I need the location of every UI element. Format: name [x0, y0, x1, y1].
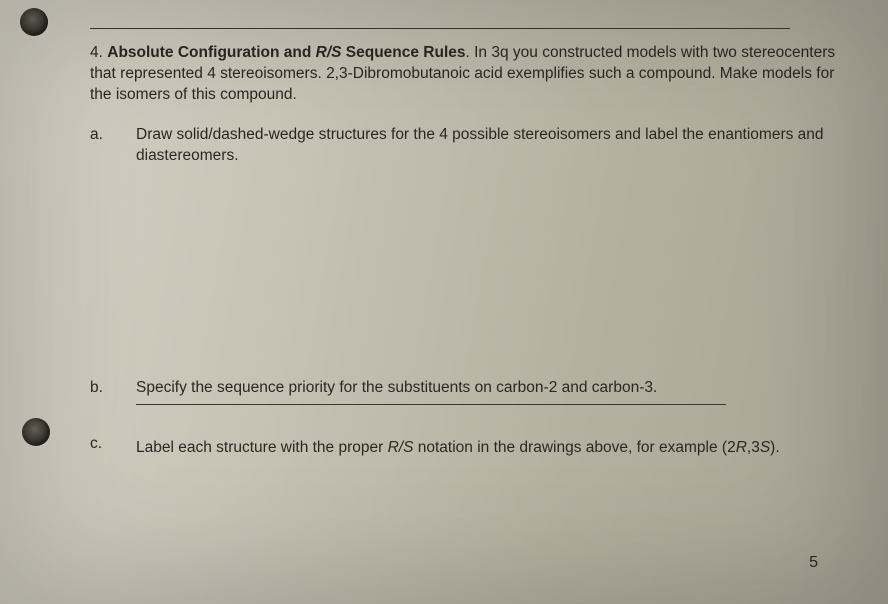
page-number: 5	[809, 554, 818, 572]
part-text: Label each structure with the proper R/S…	[136, 433, 838, 462]
part-c-comma: ,3	[747, 439, 760, 456]
part-letter: a.	[90, 124, 136, 167]
worksheet-page: 4. Absolute Configuration and R/S Sequen…	[0, 0, 888, 604]
question-title-italic: R/S	[316, 44, 342, 61]
s-italic: S	[760, 439, 770, 456]
part-c: c. Label each structure with the proper …	[90, 433, 838, 462]
part-c-mid: notation in the drawings above, for exam…	[413, 439, 735, 456]
r-italic: R	[736, 439, 747, 456]
punch-hole-icon	[22, 418, 50, 446]
punch-hole-icon	[20, 8, 48, 36]
part-a: a. Draw solid/dashed-wedge structures fo…	[90, 124, 838, 167]
question-4: 4. Absolute Configuration and R/S Sequen…	[90, 43, 838, 106]
part-c-pre: Label each structure with the proper	[136, 439, 388, 456]
part-c-post: ).	[770, 439, 779, 456]
answer-line	[136, 404, 726, 405]
part-letter: b.	[90, 377, 136, 398]
part-b: b. Specify the sequence priority for the…	[90, 377, 838, 398]
rs-italic: R/S	[388, 439, 414, 456]
question-title-bold: Absolute Configuration and	[107, 44, 315, 61]
part-text: Specify the sequence priority for the su…	[136, 377, 838, 398]
question-number: 4.	[90, 44, 103, 61]
question-title-bold2: Sequence Rules	[341, 44, 465, 61]
part-letter: c.	[90, 433, 136, 462]
part-text: Draw solid/dashed-wedge structures for t…	[136, 124, 838, 167]
horizontal-rule	[90, 28, 790, 29]
